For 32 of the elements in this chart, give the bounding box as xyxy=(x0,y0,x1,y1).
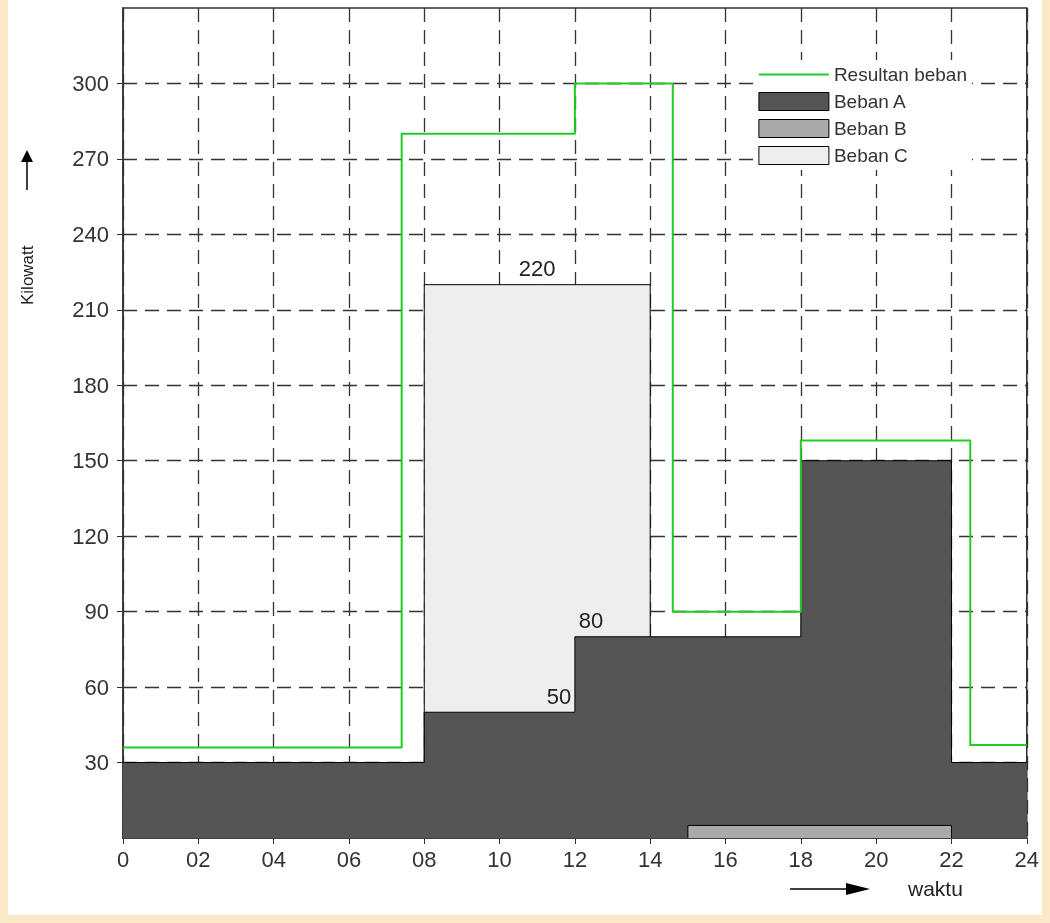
x-axis-title: waktu xyxy=(907,877,963,900)
x-tick-label: 02 xyxy=(186,846,211,872)
legend-label: Beban C xyxy=(833,145,908,166)
x-tick-label: 0 xyxy=(116,846,130,872)
y-tick-label: 240 xyxy=(72,221,109,247)
y-tick-label: 30 xyxy=(84,750,109,776)
x-tick-label: 12 xyxy=(562,846,588,872)
x-tick-label: 24 xyxy=(1014,846,1040,872)
y-tick-label: 300 xyxy=(72,70,109,96)
y-tick-label: 90 xyxy=(84,599,109,625)
x-tick-label: 22 xyxy=(939,846,964,872)
y-tick-label: 210 xyxy=(72,297,109,323)
legend-label: Beban B xyxy=(833,118,907,139)
y-tick-label: 180 xyxy=(72,372,109,398)
data-label: 220 xyxy=(518,256,556,282)
x-tick-label: 08 xyxy=(412,846,437,872)
y-tick-label: 60 xyxy=(84,674,109,700)
data-label: 80 xyxy=(578,608,604,634)
x-tick-label: 14 xyxy=(637,846,663,872)
y-axis-title: Kilowatt xyxy=(18,244,38,305)
x-tick-label: 16 xyxy=(713,846,738,872)
y-tick-label: 120 xyxy=(72,523,109,549)
y-tick-label: 270 xyxy=(72,146,109,172)
x-tick-label: 10 xyxy=(487,846,512,872)
x-tick-label: 20 xyxy=(863,846,889,872)
x-tick-label: 06 xyxy=(336,846,362,872)
x-tick-label: 18 xyxy=(788,846,814,872)
y-tick-label: 150 xyxy=(72,448,109,474)
legend-label: Resultan beban xyxy=(833,64,968,85)
x-tick-label: 04 xyxy=(261,846,286,872)
legend-label: Beban A xyxy=(833,91,907,112)
data-label: 50 xyxy=(546,683,572,709)
